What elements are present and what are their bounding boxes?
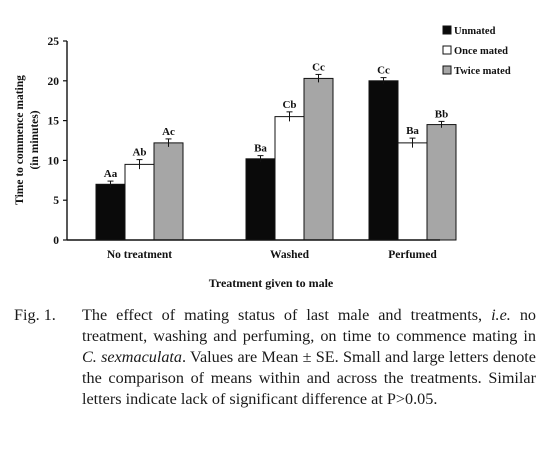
legend-label: Unmated xyxy=(454,26,496,37)
bars: Aa Ab Ac Ba Cb Cc Cc Ba Bb xyxy=(95,61,457,241)
legend: Unmated Once mated Twice mated xyxy=(442,25,511,77)
legend-label: Twice mated xyxy=(454,66,511,77)
x-category-label: No treatment xyxy=(107,249,172,261)
bar-chart: Aa Ab Ac Ba Cb Cc Cc Ba Bb 0 5 10 15 20 25 No treatme… xyxy=(14,25,511,290)
figure-caption: Fig. 1. The effect of mating status of l… xyxy=(14,305,536,410)
x-category-label: Washed xyxy=(270,249,310,261)
y-tick-label: 25 xyxy=(48,36,60,48)
caption-part-3: no treatment, washing and perfuming, on … xyxy=(82,306,537,345)
bar xyxy=(95,183,126,241)
y-axis-label: Time to commence mating xyxy=(14,75,26,205)
legend-swatch xyxy=(442,45,452,55)
bar xyxy=(303,77,334,241)
x-axis-label: Treatment given to male xyxy=(209,276,334,290)
y-tick-label: 0 xyxy=(53,235,59,247)
caption-text: The effect of mating status of last male… xyxy=(82,305,536,410)
significance-label: Cb xyxy=(282,99,296,111)
significance-label: Ba xyxy=(406,125,419,137)
y-axis-unit-label: (in minutes) xyxy=(29,110,41,169)
significance-label: Cc xyxy=(312,61,325,73)
legend-swatch xyxy=(442,65,452,75)
bar xyxy=(153,142,184,241)
bar xyxy=(368,80,399,241)
figure-number: Fig. 1. xyxy=(14,306,56,324)
significance-label: Cc xyxy=(377,65,390,77)
x-category-label: Perfumed xyxy=(388,249,437,261)
caption-species: C. sexmaculata xyxy=(82,348,183,366)
caption-part-1: The effect of mating status of last male… xyxy=(82,306,483,324)
bar xyxy=(397,142,428,241)
x-categories: No treatment Washed Perfumed xyxy=(107,249,437,261)
y-ticks: 0 5 10 15 20 25 xyxy=(48,36,67,247)
bar xyxy=(426,124,457,241)
legend-label: Once mated xyxy=(454,46,508,57)
bar xyxy=(124,163,155,241)
y-tick-label: 5 xyxy=(53,195,59,207)
bar xyxy=(245,158,276,241)
caption-italic-ie: i.e. xyxy=(491,306,511,324)
legend-swatch xyxy=(442,25,452,35)
significance-label: Ab xyxy=(132,147,146,159)
axes xyxy=(66,41,440,241)
significance-label: Bb xyxy=(435,108,448,120)
y-tick-label: 15 xyxy=(48,116,60,128)
y-tick-label: 10 xyxy=(48,155,60,167)
significance-label: Ba xyxy=(254,143,267,155)
caption-part-5: . Values are Mean ± SE. Small and large … xyxy=(82,348,536,408)
bar xyxy=(274,116,305,241)
significance-label: Ac xyxy=(162,126,175,138)
y-tick-label: 20 xyxy=(48,76,60,88)
significance-label: Aa xyxy=(104,168,118,180)
